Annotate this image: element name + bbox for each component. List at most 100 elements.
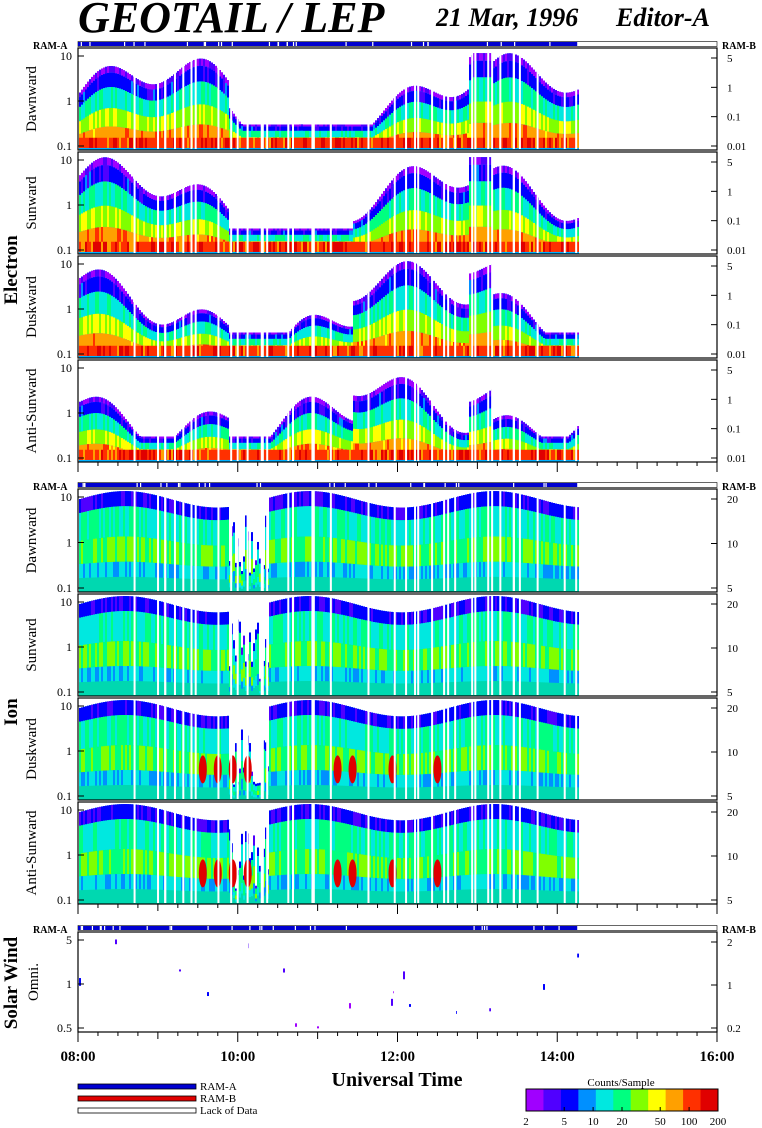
heatmap-cell bbox=[203, 321, 205, 334]
heatmap-cell bbox=[213, 64, 215, 71]
heatmap-cell bbox=[403, 89, 405, 95]
heatmap-cell bbox=[121, 137, 123, 148]
heatmap-cell bbox=[489, 53, 491, 61]
heatmap-cell bbox=[199, 333, 201, 345]
heatmap-cell bbox=[117, 126, 119, 142]
heatmap-cell bbox=[117, 108, 119, 127]
heatmap-cell bbox=[325, 327, 327, 338]
heatmap-cell bbox=[383, 130, 385, 139]
heatmap-cell bbox=[121, 291, 123, 304]
heatmap-cell bbox=[327, 321, 329, 329]
heatmap-cell bbox=[119, 74, 121, 89]
heatmap-cell bbox=[79, 297, 81, 318]
heatmap-cell bbox=[497, 229, 499, 246]
panel-frame bbox=[77, 47, 718, 151]
heatmap-cell bbox=[421, 332, 423, 350]
heatmap bbox=[79, 257, 579, 358]
heatmap-cell bbox=[507, 188, 509, 211]
heatmap-cell bbox=[553, 137, 555, 148]
heatmap-cell bbox=[285, 130, 287, 138]
heatmap-cell bbox=[209, 61, 211, 69]
heatmap-cell bbox=[429, 94, 431, 105]
heatmap-cell bbox=[107, 279, 109, 294]
heatmap-cell bbox=[395, 345, 397, 356]
heatmap-cell bbox=[245, 124, 247, 127]
heatmap-cell bbox=[119, 301, 121, 321]
heatmap-cell bbox=[373, 217, 375, 230]
heatmap-cell bbox=[395, 96, 397, 101]
heatmap-cell bbox=[265, 334, 267, 339]
heatmap-cell bbox=[345, 137, 347, 148]
heatmap-cell bbox=[461, 235, 463, 248]
heatmap-cell bbox=[139, 80, 141, 86]
heatmap-cell bbox=[125, 71, 127, 78]
heatmap-cell bbox=[93, 314, 95, 334]
heatmap-cell bbox=[253, 130, 255, 138]
heatmap-cell bbox=[395, 265, 397, 273]
heatmap-cell bbox=[483, 241, 485, 252]
heatmap-cell bbox=[441, 307, 443, 325]
heatmap-cell bbox=[399, 231, 401, 246]
heatmap-cell bbox=[141, 98, 143, 116]
heatmap-cell bbox=[425, 170, 427, 177]
heatmap-cell bbox=[379, 201, 381, 212]
heatmap-cell bbox=[115, 318, 117, 336]
heatmap-cell bbox=[241, 228, 243, 231]
heatmap-cell bbox=[397, 264, 399, 272]
heatmap-cell bbox=[141, 220, 143, 236]
heatmap-cell bbox=[425, 212, 427, 231]
heatmap-cell bbox=[353, 223, 355, 230]
heatmap-cell bbox=[371, 345, 373, 356]
heatmap-cell bbox=[543, 80, 545, 87]
heatmap-cell bbox=[459, 204, 461, 221]
heatmap-cell bbox=[199, 234, 201, 248]
heatmap-cell bbox=[87, 115, 89, 131]
heatmap-cell bbox=[525, 199, 527, 218]
heatmap-cell bbox=[331, 339, 333, 348]
heatmap-cell bbox=[275, 332, 277, 335]
heatmap-cell bbox=[505, 137, 507, 148]
heatmap-cell bbox=[137, 130, 139, 143]
heatmap-cell bbox=[159, 196, 161, 201]
data-gap bbox=[217, 49, 220, 149]
heatmap-cell bbox=[317, 234, 319, 242]
heatmap-cell bbox=[511, 122, 513, 141]
ram-bar-gap bbox=[410, 42, 413, 46]
heatmap-cell bbox=[381, 345, 383, 356]
heatmap-cell bbox=[375, 202, 377, 207]
heatmap-cell bbox=[555, 235, 557, 244]
heatmap-cell bbox=[121, 321, 123, 338]
heatmap-cell bbox=[233, 334, 235, 339]
heatmap-cell bbox=[273, 130, 275, 138]
heatmap-cell bbox=[83, 177, 85, 192]
heatmap-cell bbox=[271, 332, 273, 335]
heatmap-cell bbox=[529, 235, 531, 248]
heatmap-cell bbox=[259, 334, 261, 339]
heatmap-cell bbox=[271, 124, 273, 127]
heatmap-cell bbox=[241, 130, 243, 138]
heatmap-cell bbox=[149, 339, 151, 348]
heatmap-cell bbox=[459, 187, 461, 193]
heatmap-cell bbox=[423, 313, 425, 334]
heatmap-cell bbox=[131, 94, 133, 113]
heatmap-cell bbox=[139, 130, 141, 144]
heatmap-cell bbox=[543, 115, 545, 131]
heatmap-cell bbox=[211, 312, 213, 316]
heatmap-cell bbox=[461, 107, 463, 122]
heatmap-cell bbox=[419, 174, 421, 190]
heatmap-cell bbox=[207, 124, 209, 142]
heatmap-cell bbox=[435, 301, 437, 321]
heatmap-cell bbox=[507, 229, 509, 246]
heatmap-cell bbox=[353, 329, 355, 343]
heatmap-cell bbox=[109, 315, 111, 335]
ram-bar-gap bbox=[186, 42, 189, 46]
heatmap-cell bbox=[337, 126, 339, 131]
heatmap-cell bbox=[553, 93, 555, 105]
heatmap-cell bbox=[539, 213, 541, 228]
heatmap-cell bbox=[265, 124, 267, 127]
heatmap-cell bbox=[277, 234, 279, 242]
heatmap-cell bbox=[505, 77, 507, 102]
heatmap-cell bbox=[143, 325, 145, 337]
heatmap-cell bbox=[423, 276, 425, 292]
heatmap-cell bbox=[93, 270, 95, 278]
